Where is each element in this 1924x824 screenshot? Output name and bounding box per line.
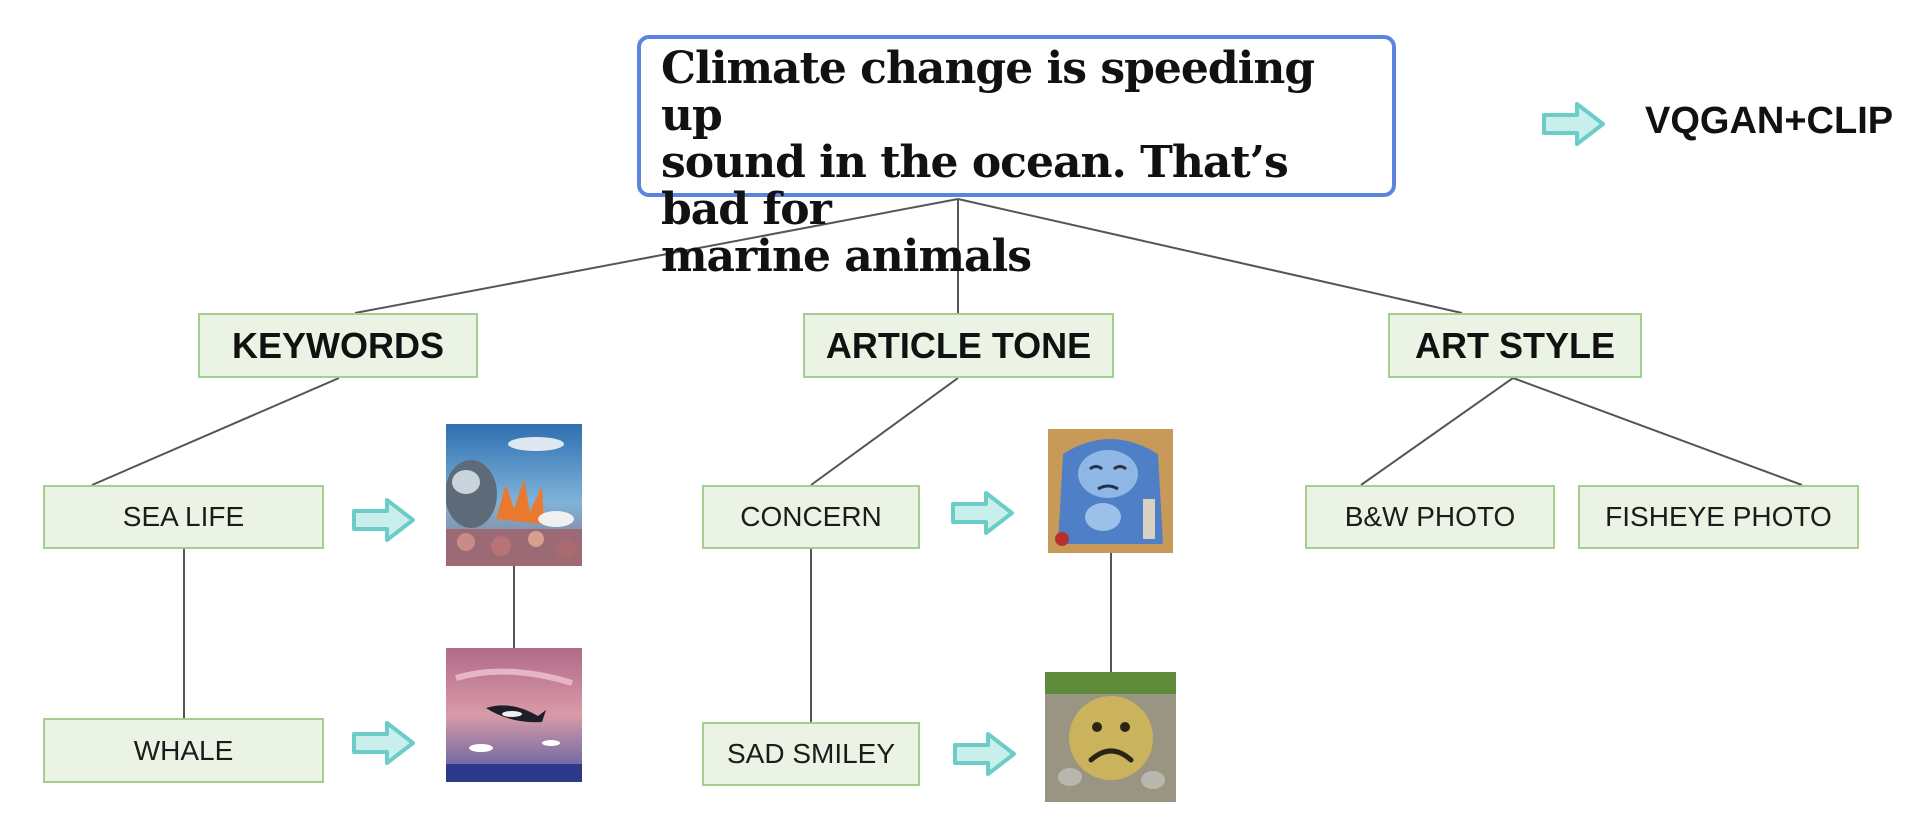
leaf-bw-photo: B&W PHOTO: [1305, 485, 1555, 549]
edge-keywords-sea-life: [91, 377, 340, 486]
legend-label: VQGAN+CLIP: [1645, 100, 1894, 142]
headline-line-2: sound in the ocean. That’s bad for: [661, 137, 1289, 235]
sea-life-generated-image: [446, 424, 582, 566]
concern-generated-image: [1048, 429, 1173, 553]
edge-art-style-fisheye-photo: [1512, 377, 1803, 486]
category-art-style: ART STYLE: [1388, 313, 1642, 378]
headline-box: Climate change is speeding up sound in t…: [637, 35, 1396, 280]
headline-line-3: marine animals: [661, 231, 1032, 282]
leaf-sea-life: SEA LIFE: [43, 485, 324, 549]
edge-article-tone-concern: [810, 377, 959, 486]
sad-smiley-generated-image: [1045, 672, 1176, 802]
whale-generated-image: [446, 648, 582, 782]
right-arrow-icon: [953, 732, 1016, 776]
edge-headline-art-style: [957, 198, 1463, 314]
edge-headline-keywords: [354, 198, 959, 314]
leaf-concern: CONCERN: [702, 485, 920, 549]
leaf-whale: WHALE: [43, 718, 324, 783]
right-arrow-icon: [352, 498, 415, 542]
right-arrow-icon: [951, 491, 1014, 535]
category-article-tone: ARTICLE TONE: [803, 313, 1114, 378]
right-arrow-icon: [1542, 102, 1605, 146]
headline-line-1: Climate change is speeding up: [661, 43, 1315, 141]
leaf-fisheye-photo: FISHEYE PHOTO: [1578, 485, 1859, 549]
edge-art-style-bw-photo: [1360, 377, 1514, 486]
right-arrow-icon: [352, 721, 415, 765]
leaf-sad-smiley: SAD SMILEY: [702, 722, 920, 786]
category-keywords: KEYWORDS: [198, 313, 478, 378]
